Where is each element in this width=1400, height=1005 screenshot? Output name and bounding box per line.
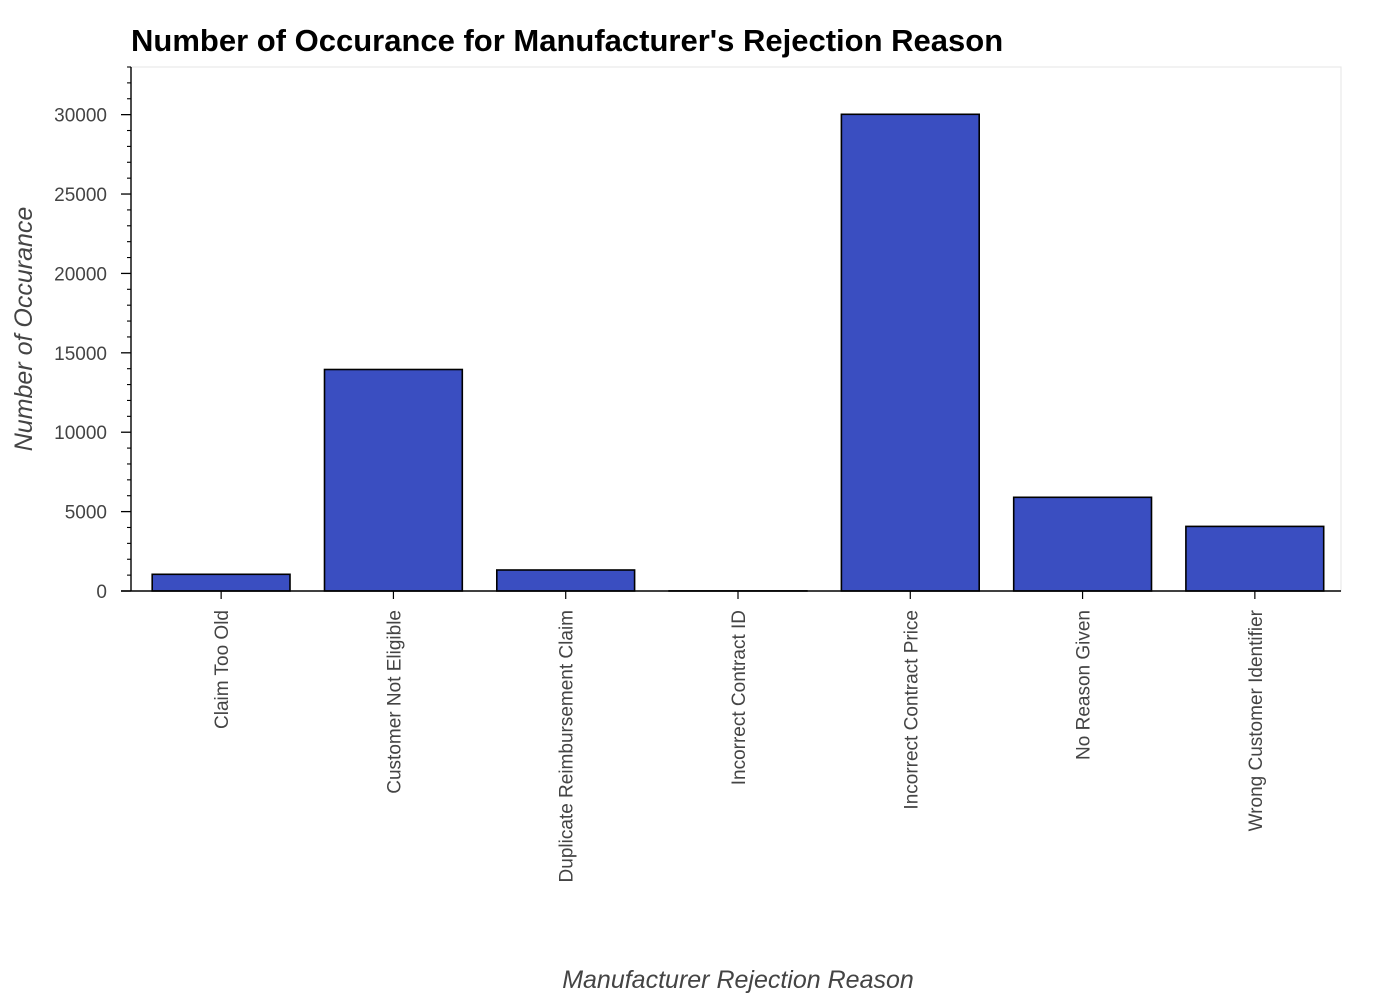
x-tick-label: Customer Not Eligible	[384, 610, 405, 794]
x-tick-label: No Reason Given	[1074, 610, 1095, 760]
y-tick-label: 5000	[65, 503, 107, 524]
plot-frame	[131, 67, 1341, 591]
y-tick-label: 15000	[54, 344, 107, 365]
axes-layer	[121, 67, 1341, 599]
x-tick-label: Wrong Customer Identifier	[1246, 609, 1267, 831]
bar	[1186, 526, 1324, 591]
x-tick-label: Claim Too Old	[212, 610, 233, 729]
x-tick-label: Incorrect Contract Price	[901, 610, 922, 810]
bar	[1014, 497, 1152, 591]
bar	[325, 370, 463, 592]
labels-layer: Claim Too Old Customer Not Eligible Duplic…	[54, 106, 1267, 883]
y-tick-label: 0	[96, 582, 107, 603]
y-tick-label: 10000	[54, 423, 107, 444]
x-tick-label: Incorrect Contract ID	[729, 610, 750, 785]
chart-title: Number of Occurance for Manufacturer's R…	[131, 23, 1003, 58]
y-tick-label: 20000	[54, 264, 107, 285]
bar	[841, 114, 979, 591]
y-axis-label: Number of Occurance	[10, 207, 38, 452]
y-tick-label: 30000	[54, 106, 107, 127]
bar	[497, 570, 635, 591]
bar	[152, 574, 290, 591]
x-axis-label: Manufacturer Rejection Reason	[562, 966, 914, 994]
x-tick-label: Duplicate Reimbursement Claim	[557, 610, 578, 882]
bars-layer	[152, 114, 1324, 591]
y-tick-label: 25000	[54, 185, 107, 206]
